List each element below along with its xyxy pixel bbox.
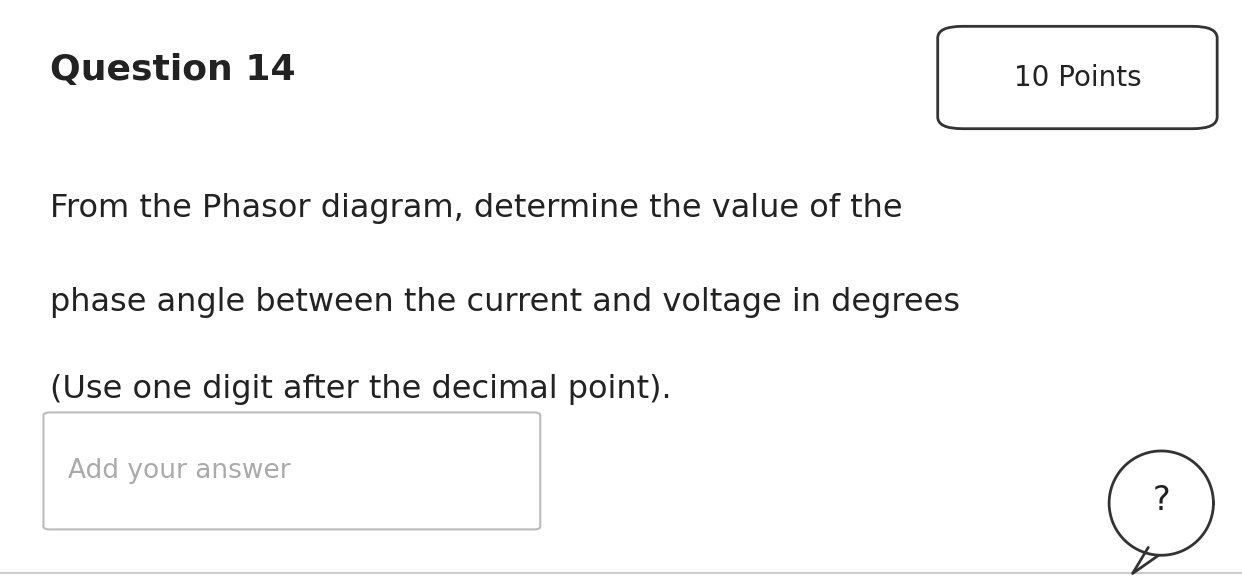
Text: 10 Points: 10 Points (1013, 64, 1141, 91)
Text: (Use one digit after the decimal point).: (Use one digit after the decimal point). (50, 374, 672, 405)
Text: Question 14: Question 14 (50, 53, 296, 87)
Text: Add your answer: Add your answer (68, 458, 291, 484)
Text: ?: ? (1153, 484, 1170, 517)
Text: phase angle between the current and voltage in degrees: phase angle between the current and volt… (50, 287, 960, 318)
FancyBboxPatch shape (43, 412, 540, 529)
Text: From the Phasor diagram, determine the value of the: From the Phasor diagram, determine the v… (50, 193, 902, 224)
FancyBboxPatch shape (938, 26, 1217, 129)
